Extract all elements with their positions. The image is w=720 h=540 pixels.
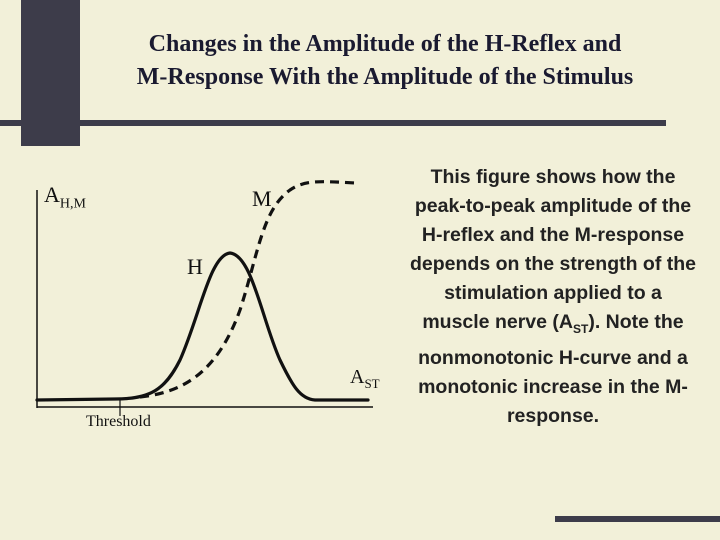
y-axis-label-main: A xyxy=(44,182,60,207)
m-curve xyxy=(139,180,356,399)
threshold-label: Threshold xyxy=(86,413,151,430)
title-line-2: M-Response With the Amplitude of the Sti… xyxy=(136,64,634,90)
y-axis-label-subscript: H,M xyxy=(59,196,86,212)
h-curve-label: H xyxy=(187,254,203,279)
description-subscript: ST xyxy=(572,321,589,336)
y-axis-label: AH,M xyxy=(44,182,86,212)
m-curve-label: M xyxy=(252,186,272,211)
slide-title: Changes in the Amplitude of the H-Reflex… xyxy=(80,28,690,94)
title-divider-rule xyxy=(0,120,666,126)
description-part-2: ). Note the nonmonotonic H-curve and a m… xyxy=(418,311,688,427)
description-part-1: This figure shows how the peak-to-peak a… xyxy=(410,166,696,333)
footer-decoration-rule xyxy=(555,516,720,522)
title-line-1: Changes in the Amplitude of the H-Reflex… xyxy=(148,31,622,57)
description-text: This figure shows how the peak-to-peak a… xyxy=(408,163,698,431)
x-axis-label-main: A xyxy=(350,366,365,388)
h-curve xyxy=(35,251,370,402)
x-axis-label-subscript: ST xyxy=(364,376,380,391)
x-axis-label: AST xyxy=(350,366,380,392)
